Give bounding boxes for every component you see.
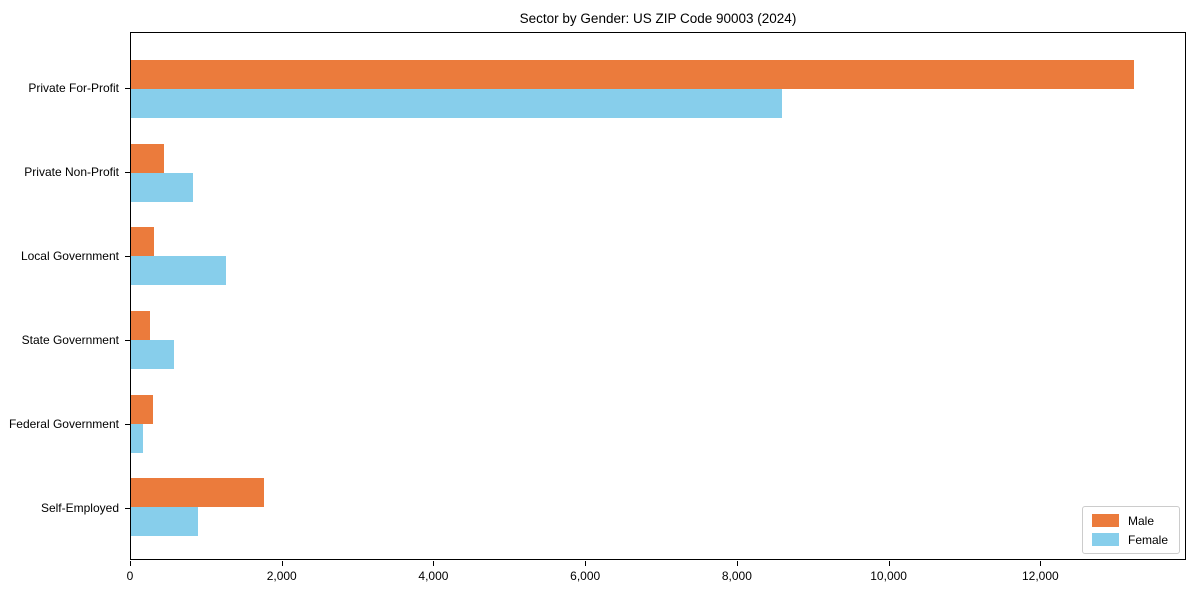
x-tick-label-0: 0 — [126, 569, 134, 583]
bar-group-3 — [131, 298, 1185, 382]
bar-male-2 — [131, 227, 154, 257]
x-tick-mark-0 — [130, 561, 131, 566]
bar-male-4 — [131, 394, 153, 424]
x-tick-mark-3 — [585, 561, 587, 566]
plot-area: Male Female — [130, 32, 1186, 560]
legend-item-male: Male — [1091, 513, 1168, 528]
x-tick-label-3: 6,000 — [570, 569, 601, 583]
legend-label-male: Male — [1127, 513, 1154, 528]
y-axis-label-1: Private Non-Profit — [0, 130, 130, 214]
bar-group-4 — [131, 382, 1185, 466]
y-tick-mark-2 — [125, 256, 130, 257]
y-tick-mark-5 — [125, 508, 130, 509]
bar-female-4 — [131, 423, 144, 453]
legend-swatch-female — [1091, 533, 1119, 546]
legend: Male Female — [1081, 506, 1180, 554]
x-tick-mark-2 — [433, 561, 435, 566]
y-axis-label-2: Local Government — [0, 214, 130, 298]
x-tick-mark-4 — [736, 561, 738, 566]
x-tick-label-2: 4,000 — [418, 569, 449, 583]
y-axis-label-4: Federal Government — [0, 382, 130, 466]
x-tick-mark-6 — [1040, 561, 1042, 566]
y-axis-label-0: Private For-Profit — [0, 46, 130, 130]
bar-rows — [131, 47, 1185, 549]
bar-male-1 — [131, 143, 164, 173]
x-tick-label-1: 2,000 — [266, 569, 297, 583]
bar-group-0 — [131, 47, 1185, 131]
x-axis: 0 2,000 4,000 6,000 8,000 10,000 12,000 — [126, 561, 1186, 593]
bar-male-3 — [131, 310, 150, 340]
bar-female-5 — [131, 507, 198, 537]
legend-label-female: Female — [1127, 532, 1168, 547]
bar-male-5 — [131, 478, 264, 508]
legend-item-female: Female — [1091, 532, 1168, 547]
bar-female-1 — [131, 172, 194, 202]
bar-female-2 — [131, 256, 226, 286]
legend-swatch-male — [1091, 514, 1119, 527]
y-axis-label-3: State Government — [0, 298, 130, 382]
x-tick-mark-5 — [888, 561, 890, 566]
bar-female-3 — [131, 339, 175, 369]
x-tick-label-4: 8,000 — [721, 569, 752, 583]
bar-group-1 — [131, 131, 1185, 215]
bar-group-5 — [131, 465, 1185, 549]
x-tick-mark-1 — [281, 561, 283, 566]
x-tick-label-6: 12,000 — [1021, 569, 1059, 583]
bar-female-0 — [131, 88, 783, 118]
x-tick-label-5: 10,000 — [870, 569, 907, 583]
y-tick-mark-0 — [125, 88, 130, 89]
y-tick-mark-4 — [125, 424, 130, 425]
y-tick-mark-1 — [125, 172, 130, 173]
y-axis-labels: Private For-Profit Private Non-Profit Loca… — [0, 46, 130, 550]
bar-male-0 — [131, 59, 1135, 89]
bar-group-2 — [131, 214, 1185, 298]
y-tick-mark-3 — [125, 340, 130, 341]
y-axis-label-5: Self-Employed — [0, 466, 130, 550]
chart-title: Sector by Gender: US ZIP Code 90003 (202… — [519, 11, 797, 26]
